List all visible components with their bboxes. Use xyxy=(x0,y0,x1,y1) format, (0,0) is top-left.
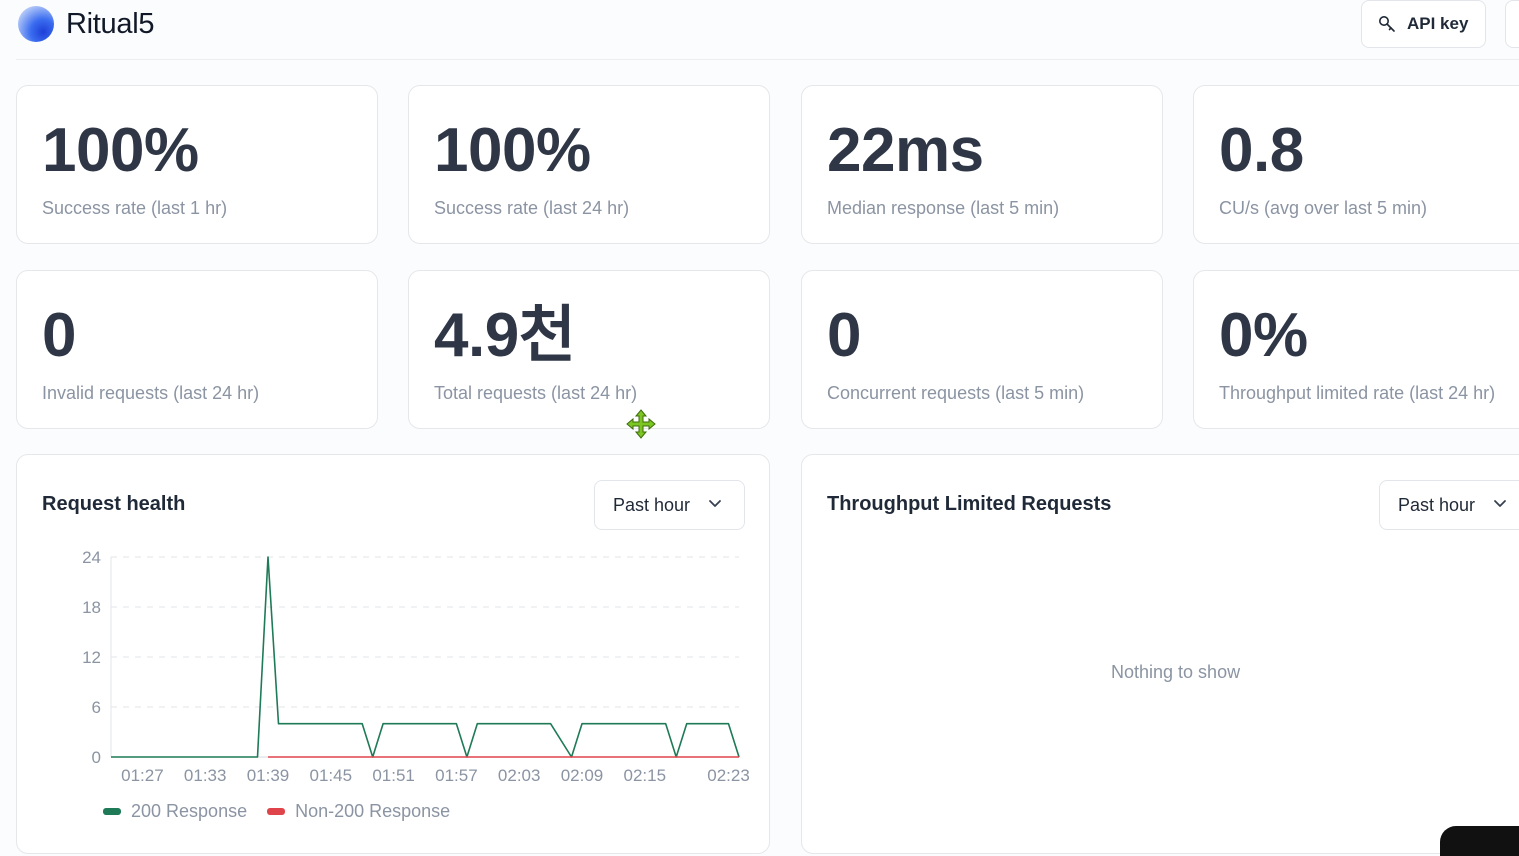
move-cursor-icon xyxy=(626,409,656,439)
api-key-label: API key xyxy=(1407,14,1469,33)
stat-label: Success rate (last 24 hr) xyxy=(434,198,630,218)
x-tick-label: 01:27 xyxy=(121,766,164,785)
x-tick-label: 01:39 xyxy=(247,766,290,785)
request-health-panel: Request health Past hour 0 6 12 18 24 01:27 01… xyxy=(16,454,770,854)
stat-card-cu-per-second: 0.8 CU/s (avg over last 5 min) xyxy=(1193,85,1519,244)
top-header: Ritual5 API key xyxy=(0,0,1519,60)
x-tick-label: 01:33 xyxy=(184,766,227,785)
floating-widget[interactable] xyxy=(1440,826,1519,856)
chevron-down-icon xyxy=(709,500,721,507)
series-line-200 xyxy=(111,556,740,758)
empty-state-text: Nothing to show xyxy=(1111,662,1241,682)
y-tick-label: 24 xyxy=(82,548,101,567)
x-tick-label: 02:23 xyxy=(707,766,750,785)
stat-label: Success rate (last 1 hr) xyxy=(42,198,228,218)
stat-value: 4.9천 xyxy=(434,301,576,370)
y-tick-label: 18 xyxy=(82,598,101,617)
header-extra-button[interactable] xyxy=(1505,0,1519,48)
stat-card-invalid-requests: 0 Invalid requests (last 24 hr) xyxy=(16,270,378,429)
y-tick-label: 0 xyxy=(92,748,101,767)
throughput-limited-panel: Throughput Limited Requests Past hour No… xyxy=(801,454,1519,854)
stat-value: 0 xyxy=(42,301,76,370)
stat-value: 0 xyxy=(827,301,861,370)
stat-label: Concurrent requests (last 5 min) xyxy=(827,383,1085,403)
stat-card-success-1h: 100% Success rate (last 1 hr) xyxy=(16,85,378,244)
throughput-range-select[interactable]: Past hour xyxy=(1379,480,1519,530)
legend-swatch-200 xyxy=(103,808,121,815)
header-divider xyxy=(16,59,1519,60)
legend-swatch-non200 xyxy=(267,808,286,815)
chart-legend: 200 Response Non-200 Response xyxy=(103,801,470,822)
y-tick-label: 12 xyxy=(82,648,101,667)
x-tick-label: 02:09 xyxy=(561,766,604,785)
legend-label-200: 200 Response xyxy=(131,801,248,821)
y-tick-label: 6 xyxy=(92,698,101,717)
x-tick-label: 01:51 xyxy=(372,766,415,785)
range-select-value: Past hour xyxy=(613,494,691,515)
stat-card-total-requests: 4.9천 Total requests (last 24 hr) xyxy=(408,270,770,429)
x-tick-label: 02:03 xyxy=(498,766,541,785)
request-health-range-select[interactable]: Past hour xyxy=(594,480,745,530)
api-key-button[interactable]: API key xyxy=(1361,0,1486,48)
request-health-chart: 0 6 12 18 24 01:27 01:33 01:39 01:45 01:51 01:57 02… xyxy=(82,548,750,785)
legend-item-non200[interactable]: Non-200 Response xyxy=(267,801,450,822)
ritual-logo[interactable] xyxy=(18,6,54,42)
stat-label: Invalid requests (last 24 hr) xyxy=(42,383,260,403)
key-icon xyxy=(1379,16,1395,32)
legend-item-200[interactable]: 200 Response xyxy=(103,801,247,822)
stat-card-median-response: 22ms Median response (last 5 min) xyxy=(801,85,1163,244)
stat-card-throughput-limited: 0% Throughput limited rate (last 24 hr) xyxy=(1193,270,1519,429)
stat-label: Total requests (last 24 hr) xyxy=(434,383,638,403)
x-tick-label: 01:57 xyxy=(435,766,478,785)
request-health-title: Request health xyxy=(42,493,186,515)
stat-value: 100% xyxy=(434,116,591,185)
x-tick-label: 02:15 xyxy=(624,766,667,785)
stat-label: Throughput limited rate (last 24 hr) xyxy=(1219,383,1496,403)
stat-value: 0% xyxy=(1219,301,1308,370)
stat-label: CU/s (avg over last 5 min) xyxy=(1219,198,1428,218)
stat-card-success-24h: 100% Success rate (last 24 hr) xyxy=(408,85,770,244)
stat-value: 100% xyxy=(42,116,199,185)
legend-label-non200: Non-200 Response xyxy=(295,801,451,821)
stat-card-concurrent-requests: 0 Concurrent requests (last 5 min) xyxy=(801,270,1163,429)
throughput-limited-title: Throughput Limited Requests xyxy=(827,493,1112,515)
brand-name[interactable]: Ritual5 xyxy=(66,8,155,40)
range-select-value: Past hour xyxy=(1398,494,1476,515)
stat-value: 22ms xyxy=(827,116,984,185)
chevron-down-icon xyxy=(1494,500,1506,507)
stat-label: Median response (last 5 min) xyxy=(827,198,1060,218)
x-tick-label: 01:45 xyxy=(310,766,353,785)
stat-value: 0.8 xyxy=(1219,116,1304,185)
